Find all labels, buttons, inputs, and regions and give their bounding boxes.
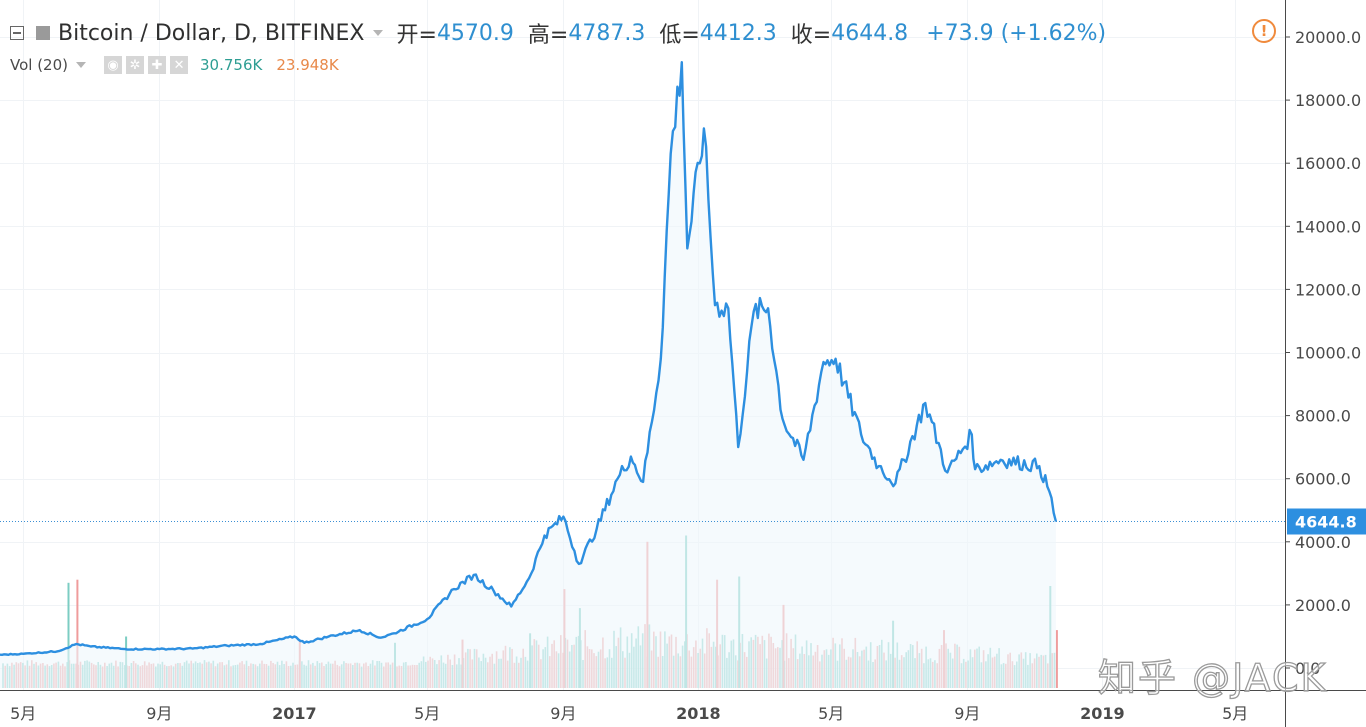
x-tick-label: 5月 — [818, 704, 844, 723]
eye-icon[interactable]: ◉ — [104, 56, 123, 74]
x-tick-label: 9月 — [954, 704, 980, 723]
open-label: 开= — [396, 23, 437, 48]
x-tick-label: 9月 — [146, 704, 172, 723]
y-tick-label: 6000.0 — [1295, 470, 1351, 489]
x-tick-label: 2018 — [676, 704, 721, 723]
price-line[interactable] — [0, 61, 1058, 656]
open-value: 4570.9 — [436, 20, 514, 46]
y-tick-label: 0.0 — [1295, 659, 1320, 678]
x-tick-label: 5月 — [1222, 704, 1248, 723]
close-value: 4644.8 — [831, 20, 909, 46]
high-value: 4787.3 — [568, 20, 646, 46]
x-tick-label: 5月 — [10, 704, 36, 723]
x-tick-label: 2017 — [272, 704, 317, 723]
watermark: 知乎 @JACK — [1097, 655, 1328, 700]
x-tick-label: 5月 — [414, 704, 440, 723]
low-value: 4412.3 — [699, 20, 777, 46]
symbol-marker-icon — [36, 26, 50, 40]
y-tick-label: 12000.0 — [1295, 280, 1361, 299]
price-change: +73.9 (+1.62%) — [926, 20, 1107, 46]
settings-icon[interactable]: ✲ — [126, 56, 145, 74]
volume-value-1: 30.756K — [200, 56, 263, 74]
y-tick-label: 16000.0 — [1295, 154, 1361, 173]
close-icon[interactable]: ✕ — [170, 56, 189, 74]
dropdown-caret-icon[interactable] — [372, 30, 383, 36]
y-tick-label: 10000.0 — [1295, 344, 1361, 363]
close-label: 收= — [790, 23, 832, 48]
y-tick-label: 14000.0 — [1295, 217, 1361, 236]
alert-icon[interactable]: ! — [1252, 19, 1276, 43]
last-price-label: 4644.8 — [1295, 513, 1357, 532]
volume-indicator-label[interactable]: Vol (20) — [10, 56, 69, 74]
y-tick-label: 2000.0 — [1295, 596, 1351, 615]
high-label: 高= — [527, 23, 569, 48]
y-tick-label: 18000.0 — [1295, 91, 1361, 110]
y-tick-label: 20000.0 — [1295, 28, 1361, 47]
x-tick-label: 2019 — [1080, 704, 1125, 723]
symbol-title[interactable]: Bitcoin / Dollar, D, BITFINEX — [58, 20, 365, 46]
volume-bar — [1055, 630, 1058, 688]
plus-icon[interactable]: ✚ — [148, 56, 167, 74]
volume-bar — [67, 582, 70, 688]
volume-legend: Vol (20) ◉ ✲ ✚ ✕ 30.756K 23.948K — [10, 54, 339, 76]
price-area — [0, 62, 1056, 688]
chart-legend: Bitcoin / Dollar, D, BITFINEX 开= 4570.9 高… — [10, 18, 1106, 48]
low-label: 低= — [659, 23, 700, 48]
last-price-badge — [1287, 508, 1366, 535]
x-tick-label: 9月 — [550, 704, 576, 723]
dropdown-caret-icon[interactable] — [76, 62, 87, 68]
y-tick-label: 4000.0 — [1295, 533, 1351, 552]
y-tick-label: 8000.0 — [1295, 407, 1351, 426]
volume-bar — [76, 579, 79, 688]
volume-value-2: 23.948K — [276, 56, 339, 74]
collapse-icon[interactable] — [10, 26, 24, 40]
